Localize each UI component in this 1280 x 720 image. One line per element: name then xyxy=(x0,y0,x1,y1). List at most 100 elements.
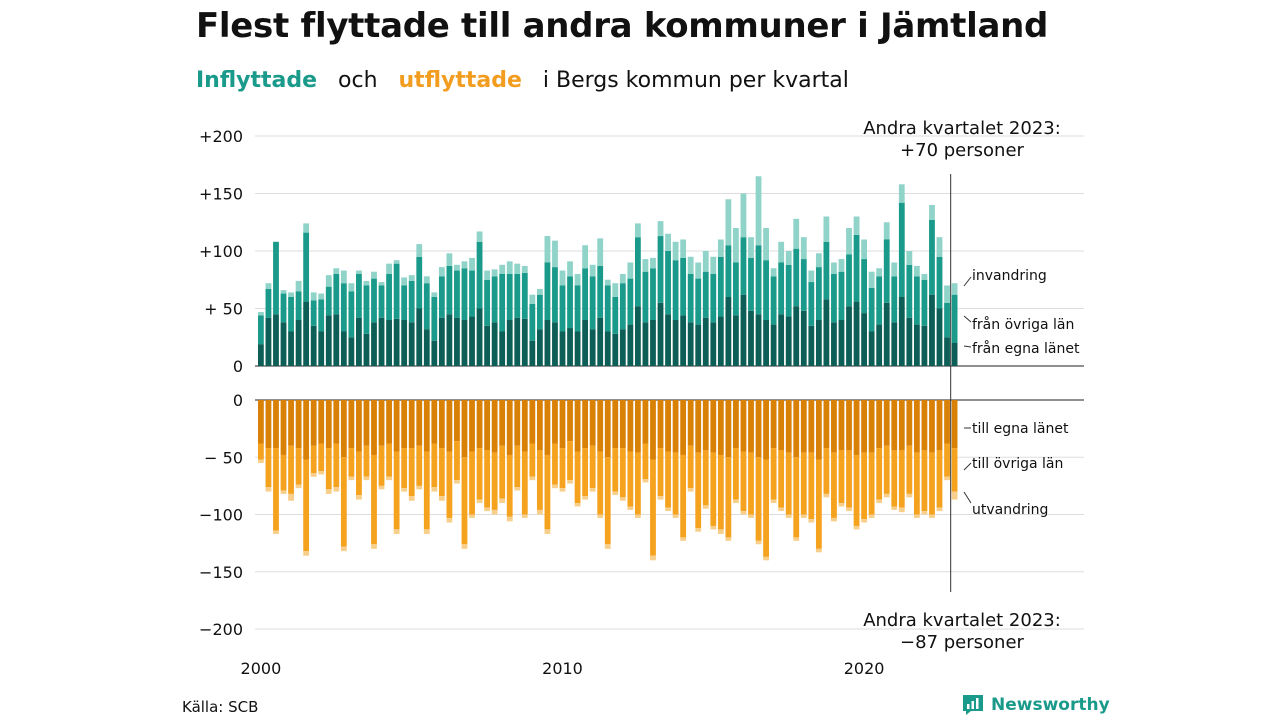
bar-in-own xyxy=(838,320,845,366)
bar-out-own xyxy=(853,400,860,455)
bar-out-abroad xyxy=(597,514,604,518)
bar-out-own xyxy=(401,400,408,449)
bar-out-abroad xyxy=(883,493,890,498)
bar-in-other xyxy=(393,263,400,319)
bar-in-own xyxy=(393,318,400,366)
bar-in-abroad xyxy=(446,253,453,266)
bar-out-own xyxy=(612,400,619,449)
bar-in-abroad xyxy=(800,237,807,260)
bar-in-abroad xyxy=(823,216,830,242)
bar-in-abroad xyxy=(619,274,626,284)
bar-in-own xyxy=(461,320,468,366)
bar-in-own xyxy=(710,322,717,366)
bar-in-own xyxy=(680,315,687,366)
bar-out-abroad xyxy=(552,484,558,489)
bar-in-other xyxy=(861,259,867,314)
chart-title: Flest flyttade till andra kommuner i Jäm… xyxy=(196,6,1049,46)
bar-in-other xyxy=(710,274,717,323)
bar-in-own xyxy=(846,306,852,366)
bar-in-abroad xyxy=(868,271,875,288)
bar-in-abroad xyxy=(423,276,430,284)
bar-in-other xyxy=(650,268,656,320)
bar-in-abroad xyxy=(853,216,860,235)
bar-in-abroad xyxy=(687,256,694,274)
bar-in-abroad xyxy=(499,264,506,274)
bar-in-other xyxy=(295,291,302,320)
bar-out-other xyxy=(619,448,626,498)
bar-in-own xyxy=(544,320,551,366)
bar-in-own xyxy=(755,314,762,366)
bar-in-other xyxy=(808,282,815,326)
bar-out-own xyxy=(408,400,415,449)
bar-in-other xyxy=(491,276,498,323)
bar-out-own xyxy=(446,400,453,452)
bar-out-other xyxy=(348,448,355,477)
bar-out-own xyxy=(295,400,302,449)
bar-out-own xyxy=(559,400,566,449)
bar-in-other xyxy=(748,257,754,311)
bar-out-abroad xyxy=(748,514,754,518)
bar-in-other xyxy=(921,279,928,326)
bar-out-abroad xyxy=(273,530,279,534)
bar-in-abroad xyxy=(898,184,905,203)
bar-out-own xyxy=(371,400,377,455)
bar-out-own xyxy=(438,400,445,449)
bar-in-own xyxy=(823,299,830,366)
bar-in-other xyxy=(386,274,392,320)
y-tick-label-top: +100 xyxy=(199,242,243,261)
bar-out-other xyxy=(325,448,332,490)
bar-out-abroad xyxy=(627,506,634,510)
series-label-in: från egna länet xyxy=(972,340,1080,357)
bar-out-own xyxy=(642,400,649,444)
bar-out-abroad xyxy=(635,514,641,518)
bar-out-other xyxy=(672,452,679,515)
bar-out-abroad xyxy=(717,529,724,534)
bar-out-own xyxy=(333,400,340,444)
bar-out-other xyxy=(929,452,935,515)
bar-out-abroad xyxy=(431,487,438,492)
bar-in-abroad xyxy=(793,218,800,249)
bar-in-abroad xyxy=(378,282,385,286)
bar-out-own xyxy=(717,400,724,455)
bar-in-other xyxy=(416,256,423,309)
bar-out-abroad xyxy=(265,487,272,492)
bar-in-own xyxy=(876,324,883,366)
bar-out-own xyxy=(876,400,883,449)
series-label-in: från övriga län xyxy=(972,316,1074,333)
bar-in-abroad xyxy=(552,240,558,268)
bar-in-own xyxy=(831,322,837,366)
bar-out-other xyxy=(476,448,483,500)
bar-out-other xyxy=(868,452,875,515)
bar-out-other xyxy=(544,454,551,530)
bar-in-own xyxy=(469,316,475,366)
bar-in-abroad xyxy=(702,251,709,272)
bar-out-other xyxy=(906,445,913,494)
bar-in-own xyxy=(567,328,573,366)
newsworthy-logo-icon xyxy=(963,695,983,715)
bar-out-other xyxy=(521,451,528,515)
bar-out-other xyxy=(310,445,317,474)
bar-out-other xyxy=(597,451,604,515)
bar-in-other xyxy=(348,291,355,338)
bar-out-abroad xyxy=(303,551,310,556)
bar-out-other xyxy=(295,448,302,485)
bar-out-own xyxy=(913,400,920,453)
bar-in-abroad xyxy=(740,193,747,238)
bar-out-own xyxy=(484,400,490,451)
bar-in-abroad xyxy=(846,228,852,255)
bar-out-other xyxy=(921,450,928,512)
bar-in-own xyxy=(951,343,958,366)
bar-in-other xyxy=(944,302,950,338)
bar-out-other xyxy=(695,452,702,529)
bar-out-other xyxy=(808,452,815,520)
bar-in-other xyxy=(906,264,913,318)
bar-in-other xyxy=(484,279,490,326)
bar-out-abroad xyxy=(499,498,506,504)
bar-in-abroad xyxy=(469,257,475,271)
bar-out-other xyxy=(454,441,460,481)
bar-out-own xyxy=(378,400,385,446)
bar-out-own xyxy=(619,400,626,449)
bar-in-other xyxy=(408,280,415,323)
bar-out-other xyxy=(559,448,566,489)
bar-out-abroad xyxy=(288,493,294,501)
